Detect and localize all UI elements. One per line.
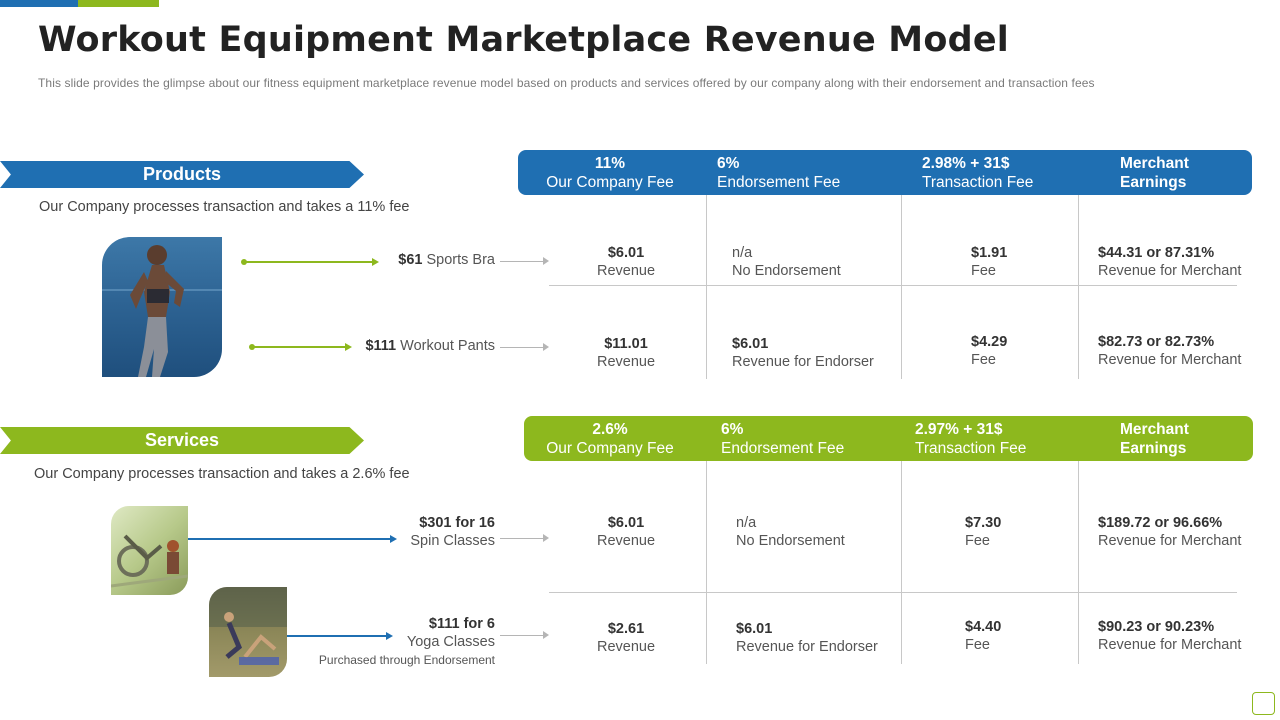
- products-description: Our Company processes transaction and ta…: [39, 199, 410, 215]
- grid-divider: [1078, 461, 1079, 664]
- connector-arrowhead: [386, 632, 393, 640]
- slide-corner-box: [1252, 692, 1275, 715]
- table-cell: n/a No Endorsement: [732, 245, 841, 279]
- services-description: Our Company processes transaction and ta…: [34, 466, 410, 482]
- products-label-text: Products: [142, 164, 221, 184]
- grid-divider: [706, 195, 707, 379]
- woman-running-photo: [102, 237, 222, 377]
- table-cell: $189.72 or 96.66% Revenue for Merchant: [1098, 515, 1242, 549]
- item-price: $111: [365, 338, 397, 354]
- connector-line: [188, 538, 392, 540]
- top-accent-green: [78, 0, 159, 7]
- table-cell: $6.01 Revenue: [596, 515, 656, 549]
- page-title: Workout Equipment Marketplace Revenue Mo…: [38, 20, 1009, 60]
- table-cell: $6.01 Revenue: [596, 245, 656, 279]
- page-subtitle: This slide provides the glimpse about ou…: [38, 76, 1095, 90]
- woman-running-illustration: [102, 245, 222, 377]
- header-endorsement-fee: 6% Endorsement Fee: [717, 155, 841, 191]
- top-accent-blue: [0, 0, 78, 7]
- table-cell: $6.01 Revenue for Endorser: [736, 621, 878, 655]
- grid-divider: [706, 461, 707, 664]
- header-company-fee: 2.6% Our Company Fee: [546, 421, 674, 457]
- grey-arrowhead: [543, 534, 549, 542]
- connector-arrowhead: [372, 258, 379, 266]
- services-label-text: Services: [144, 430, 220, 450]
- connector-line: [244, 261, 374, 263]
- product-item-workout-pants: $111 Workout Pants: [365, 337, 495, 355]
- table-cell: $90.23 or 90.23% Revenue for Merchant: [1098, 619, 1242, 653]
- service-item-spin-classes: $301 for 16 Spin Classes: [410, 514, 495, 550]
- item-price: $61: [398, 252, 423, 268]
- table-cell: $4.29 Fee: [971, 334, 1008, 368]
- spin-class-photo: [111, 506, 188, 595]
- item-name: Sports Bra: [426, 252, 496, 268]
- table-cell: $4.40 Fee: [965, 619, 1002, 653]
- table-cell: $82.73 or 82.73% Revenue for Merchant: [1098, 334, 1242, 368]
- item-note: Purchased through Endorsement: [318, 653, 495, 667]
- item-name: Spin Classes: [410, 533, 495, 549]
- services-section-label: Services: [0, 427, 364, 454]
- grey-arrowhead: [543, 343, 549, 351]
- products-table-header: 11% Our Company Fee 6% Endorsement Fee 2…: [518, 150, 1252, 195]
- grid-divider: [1078, 195, 1079, 379]
- grid-row-divider: [549, 592, 1237, 593]
- service-item-yoga-classes: $111 for 6 Yoga Classes Purchased throug…: [319, 615, 495, 669]
- table-cell: $1.91 Fee: [971, 245, 1008, 279]
- grey-arrow-line: [500, 261, 544, 262]
- header-endorsement-fee: 6% Endorsement Fee: [721, 421, 845, 457]
- header-company-fee: 11% Our Company Fee: [546, 155, 674, 191]
- connector-arrowhead: [345, 343, 352, 351]
- table-cell: $2.61 Revenue: [596, 621, 656, 655]
- item-name: Yoga Classes: [406, 634, 495, 650]
- services-table-header: 2.6% Our Company Fee 6% Endorsement Fee …: [524, 416, 1253, 461]
- grey-arrowhead: [543, 257, 549, 265]
- yoga-class-photo: [209, 587, 287, 677]
- grid-divider: [901, 461, 902, 664]
- connector-line: [252, 346, 347, 348]
- product-item-sports-bra: $61 Sports Bra: [398, 251, 495, 269]
- table-cell: $11.01 Revenue: [596, 336, 656, 370]
- header-merchant-earnings: Merchant Earnings: [1120, 421, 1189, 457]
- grey-arrow-line: [500, 347, 544, 348]
- table-cell: $7.30 Fee: [965, 515, 1002, 549]
- item-price: $301 for 16: [419, 515, 495, 531]
- products-section-label: Products: [0, 161, 364, 188]
- grid-row-divider: [549, 285, 1237, 286]
- header-transaction-fee: 2.97% + 31$ Transaction Fee: [915, 421, 1027, 457]
- item-name: Workout Pants: [400, 338, 495, 354]
- table-cell: $6.01 Revenue for Endorser: [732, 336, 874, 370]
- table-cell: $44.31 or 87.31% Revenue for Merchant: [1098, 245, 1242, 279]
- header-merchant-earnings: Merchant Earnings: [1120, 155, 1189, 191]
- table-cell: n/a No Endorsement: [736, 515, 845, 549]
- spin-bikes-illustration: [111, 534, 188, 588]
- grey-arrowhead: [543, 631, 549, 639]
- connector-line: [287, 635, 387, 637]
- grey-arrow-line: [500, 538, 544, 539]
- header-transaction-fee: 2.98% + 31$ Transaction Fee: [922, 155, 1034, 191]
- connector-arrowhead: [390, 535, 397, 543]
- item-price: $111 for 6: [428, 616, 495, 632]
- grid-divider: [901, 195, 902, 379]
- grey-arrow-line: [500, 635, 544, 636]
- yoga-illustration: [209, 587, 287, 665]
